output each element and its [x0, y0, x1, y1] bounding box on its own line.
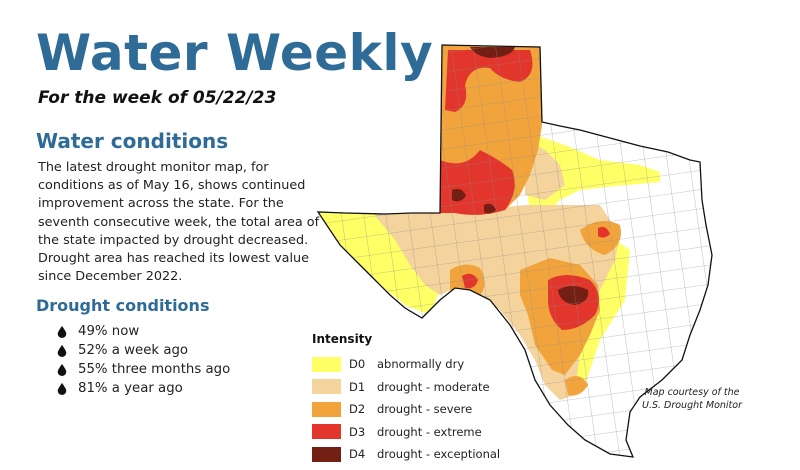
drought-stat-text: 49% now — [78, 324, 140, 339]
legend-label: drought - exceptional — [377, 447, 501, 462]
legend-label: drought - moderate — [377, 379, 490, 394]
page-title: Water Weekly — [36, 24, 434, 82]
drought-stat-text: 55% three months ago — [78, 362, 231, 377]
drought-stat-item: 81% a year ago — [56, 379, 230, 398]
drought-stats-list: 49% now 52% a week ago 55% three months … — [56, 322, 230, 398]
drought-stat-text: 52% a week ago — [78, 343, 189, 358]
legend-item: D4 drought - exceptional — [312, 443, 500, 466]
water-drop-icon — [57, 344, 67, 357]
legend-title: Intensity — [312, 332, 373, 346]
drought-stat-text: 81% a year ago — [78, 381, 183, 396]
legend-swatch — [312, 446, 341, 462]
drought-stat-item: 52% a week ago — [56, 341, 230, 360]
legend-swatch — [312, 356, 341, 372]
legend-label: abnormally dry — [377, 357, 465, 372]
legend-label: drought - severe — [377, 402, 473, 417]
legend-code: D4 — [349, 447, 366, 462]
water-drop-icon — [57, 363, 67, 376]
water-conditions-heading: Water conditions — [36, 129, 229, 153]
legend-swatch — [312, 379, 341, 395]
legend-item: D1 drought - moderate — [312, 376, 500, 399]
map-credit: Map courtesy of the U.S. Drought Monitor — [641, 387, 742, 411]
legend-item: D3 drought - extreme — [312, 421, 500, 444]
drought-stat-item: 55% three months ago — [56, 360, 230, 379]
legend-swatch — [312, 424, 341, 440]
drought-stat-item: 49% now — [56, 322, 230, 341]
water-drop-icon — [57, 325, 67, 338]
map-legend: Intensity D0 abnormally dry D1 drought -… — [312, 332, 500, 466]
water-drop-icon — [57, 382, 67, 395]
legend-code: D0 — [349, 357, 366, 372]
water-conditions-text: The latest drought monitor map, for cond… — [38, 160, 320, 285]
drought-conditions-heading: Drought conditions — [36, 296, 210, 315]
legend-item: D0 abnormally dry — [312, 353, 500, 376]
legend-code: D3 — [349, 424, 366, 439]
legend-code: D1 — [349, 379, 366, 394]
legend-swatch — [312, 401, 341, 417]
legend-item: D2 drought - severe — [312, 398, 500, 421]
legend-label: drought - extreme — [377, 424, 482, 439]
week-subtitle: For the week of 05/22/23 — [38, 88, 277, 108]
legend-code: D2 — [349, 402, 366, 417]
